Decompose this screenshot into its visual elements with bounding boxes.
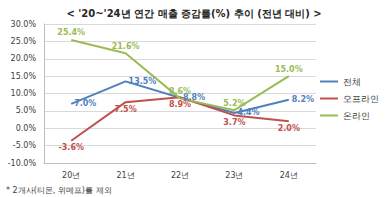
- svg-text:15.0%: 15.0%: [275, 65, 303, 74]
- svg-text:5.2%: 5.2%: [223, 99, 245, 108]
- svg-text:8.9%: 8.9%: [169, 100, 191, 109]
- svg-text:21.6%: 21.6%: [112, 42, 140, 51]
- svg-text:-5.0%: -5.0%: [13, 141, 37, 150]
- svg-text:8.6%: 8.6%: [169, 87, 191, 96]
- svg-text:5.0%: 5.0%: [16, 106, 37, 115]
- svg-text:24년: 24년: [280, 171, 298, 180]
- svg-text:25.0%: 25.0%: [11, 37, 37, 46]
- svg-text:오프라인: 오프라인: [343, 94, 379, 104]
- svg-text:7.0%: 7.0%: [74, 99, 96, 108]
- svg-text:3.7%: 3.7%: [223, 118, 245, 127]
- svg-text:10.0%: 10.0%: [11, 89, 37, 98]
- svg-text:7.5%: 7.5%: [115, 105, 137, 114]
- svg-text:전체: 전체: [343, 77, 361, 87]
- svg-text:* 2개사(티몬, 위메프)를 제외: * 2개사(티몬, 위메프)를 제외: [6, 186, 112, 195]
- svg-text:8.2%: 8.2%: [292, 95, 314, 104]
- svg-text:< '20~'24년 연간 매출 증감률(%) 추이 (전년: < '20~'24년 연간 매출 증감률(%) 추이 (전년 대비) >: [66, 8, 321, 19]
- svg-text:21년: 21년: [117, 171, 135, 180]
- svg-text:23년: 23년: [225, 171, 243, 180]
- svg-text:4.4%: 4.4%: [237, 108, 259, 117]
- svg-text:20년: 20년: [62, 171, 80, 180]
- svg-text:13.5%: 13.5%: [129, 77, 157, 86]
- svg-text:30.0%: 30.0%: [11, 20, 37, 29]
- svg-text:25.4%: 25.4%: [57, 28, 85, 37]
- svg-text:-3.6%: -3.6%: [58, 143, 84, 152]
- svg-text:20.0%: 20.0%: [11, 54, 37, 63]
- svg-text:온라인: 온라인: [343, 111, 370, 121]
- svg-text:22년: 22년: [171, 171, 189, 180]
- svg-text:-10.0%: -10.0%: [8, 159, 37, 168]
- svg-text:8.8%: 8.8%: [183, 93, 206, 103]
- svg-text:2.0%: 2.0%: [278, 124, 300, 133]
- svg-text:15.0%: 15.0%: [11, 72, 37, 81]
- svg-text:0.0%: 0.0%: [16, 124, 37, 133]
